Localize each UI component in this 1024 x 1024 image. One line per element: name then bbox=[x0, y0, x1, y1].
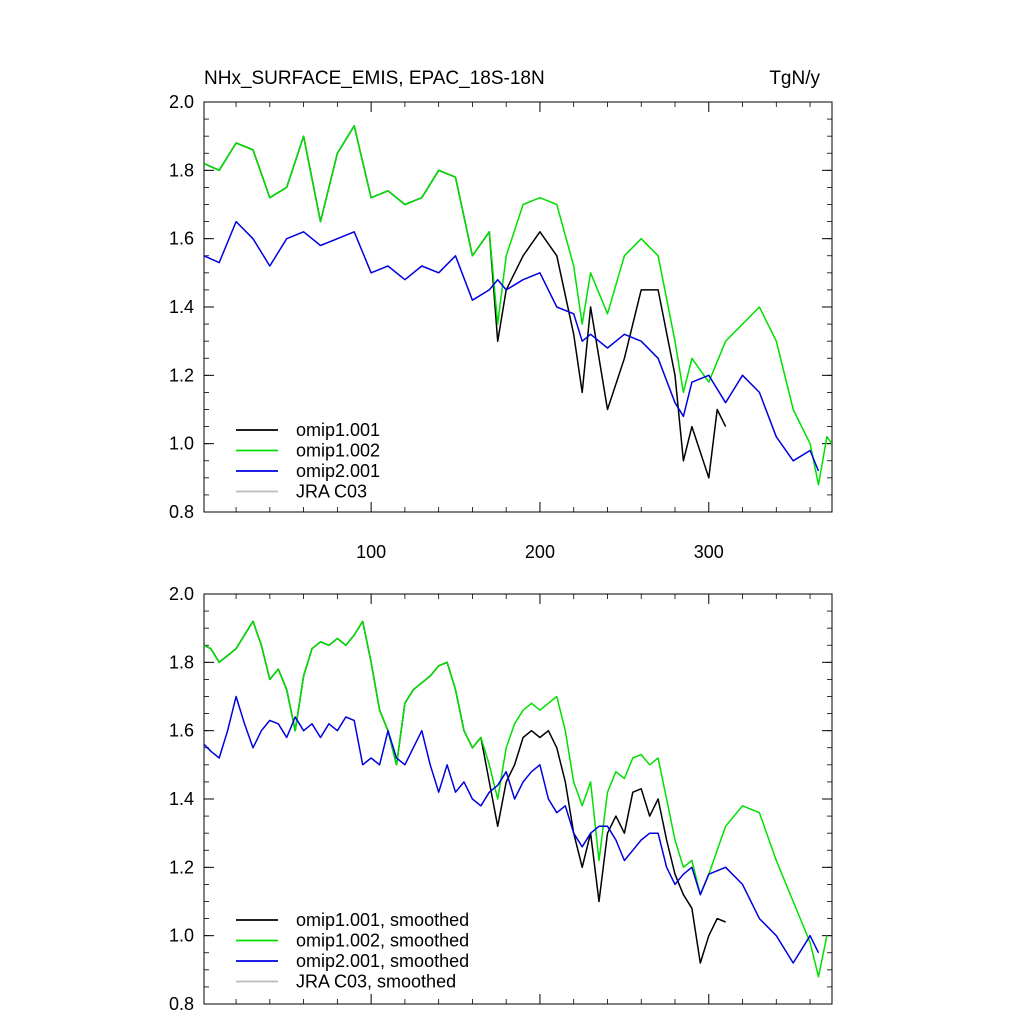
series-line-omip1-002 bbox=[204, 125, 832, 486]
legend-label: omip2.001 bbox=[296, 461, 380, 481]
y-tick-label: 2.0 bbox=[169, 92, 194, 112]
legend-label: omip1.001, smoothed bbox=[296, 910, 469, 930]
series-line-omip2-001 bbox=[204, 220, 820, 472]
legend-label: JRA C03 bbox=[296, 482, 367, 502]
y-tick-label: 2.0 bbox=[169, 584, 194, 604]
series-line-omip2-001-smoothed bbox=[204, 695, 820, 964]
y-tick-label: 1.2 bbox=[169, 857, 194, 877]
y-tick-label: 0.8 bbox=[169, 502, 194, 522]
y-tick-label: 0.8 bbox=[169, 994, 194, 1014]
y-tick-label: 1.8 bbox=[169, 652, 194, 672]
x-tick-label: 300 bbox=[694, 542, 724, 562]
x-tick-label: 200 bbox=[525, 542, 555, 562]
series-group bbox=[204, 125, 832, 486]
y-tick-label: 1.0 bbox=[169, 434, 194, 454]
x-tick-label: 100 bbox=[356, 542, 386, 562]
legend-label: omip2.001, smoothed bbox=[296, 951, 469, 971]
series-line-omip1-002-smoothed bbox=[204, 620, 828, 978]
series-group bbox=[204, 620, 828, 978]
y-tick-label: 1.6 bbox=[169, 229, 194, 249]
units-label: TgN/y bbox=[769, 68, 820, 89]
series-line-omip1-001 bbox=[204, 125, 727, 479]
y-tick-label: 1.8 bbox=[169, 160, 194, 180]
y-tick-label: 1.4 bbox=[169, 789, 194, 809]
y-tick-label: 1.0 bbox=[169, 926, 194, 946]
legend-label: omip1.002, smoothed bbox=[296, 931, 469, 951]
y-tick-label: 1.6 bbox=[169, 721, 194, 741]
legend-label: omip1.001 bbox=[296, 420, 380, 440]
y-tick-label: 1.2 bbox=[169, 365, 194, 385]
legend-label: omip1.002 bbox=[296, 441, 380, 461]
bottom-panel: 0.8 1.0 1.2 1.4 1.6 1.8 2.0 omip1.001, smoothed… bbox=[169, 584, 833, 1014]
legend-label: JRA C03, smoothed bbox=[296, 972, 456, 992]
figure-title: NHx_SURFACE_EMIS, EPAC_18S-18N bbox=[204, 68, 545, 89]
y-tick-label: 1.4 bbox=[169, 297, 194, 317]
